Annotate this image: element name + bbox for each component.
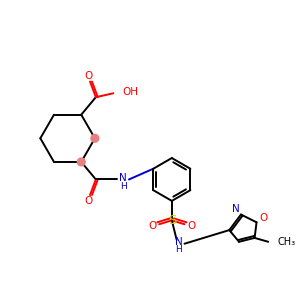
Text: H: H [120, 182, 127, 191]
Text: S: S [168, 214, 176, 227]
Text: O: O [84, 196, 92, 206]
Text: N: N [119, 172, 127, 182]
Text: H: H [175, 245, 182, 254]
Text: O: O [259, 213, 268, 224]
Circle shape [91, 134, 99, 142]
Text: N: N [175, 237, 182, 247]
Text: N: N [232, 204, 240, 214]
Circle shape [77, 158, 85, 166]
Text: OH: OH [122, 87, 138, 97]
Text: O: O [84, 71, 92, 81]
Text: O: O [148, 221, 157, 231]
Text: O: O [187, 221, 195, 231]
Text: CH₃: CH₃ [278, 237, 296, 247]
